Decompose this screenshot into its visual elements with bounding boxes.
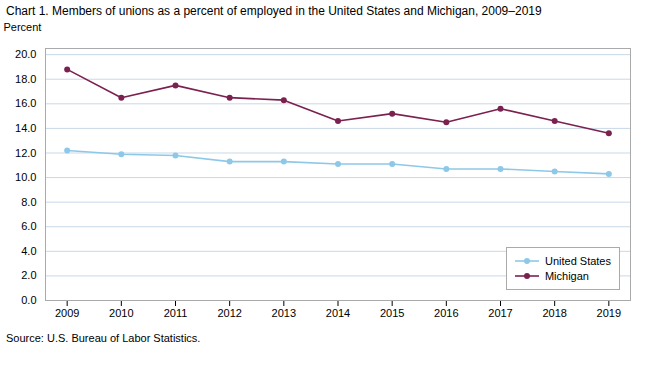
svg-text:2010: 2010 [109,307,133,319]
svg-text:2009: 2009 [55,307,79,319]
svg-text:2.0: 2.0 [21,269,36,281]
html-text:Source: U.S. Bureau of Labor S: Source: U.S. Bureau of Labor Statistics. [6,332,201,344]
svg-text:20.0: 20.0 [15,48,36,60]
svg-text:Percent: Percent [4,21,42,33]
html-text:United States: United States [545,255,611,267]
svg-text:10.0: 10.0 [15,171,36,183]
svg-text:18.0: 18.0 [15,73,36,85]
svg-text:2019: 2019 [597,307,621,319]
svg-text:2012: 2012 [217,307,241,319]
svg-text:12.0: 12.0 [15,147,36,159]
svg-text:14.0: 14.0 [15,122,36,134]
svg-text:2018: 2018 [542,307,566,319]
svg-text:2016: 2016 [434,307,458,319]
svg-text:2015: 2015 [380,307,404,319]
svg-text:8.0: 8.0 [21,196,36,208]
html-text:Chart 1. Members of unions as: Chart 1. Members of unions as a percent … [6,4,542,18]
svg-text:4.0: 4.0 [21,245,36,257]
svg-text:2017: 2017 [488,307,512,319]
svg-text:2013: 2013 [272,307,296,319]
svg-text:2014: 2014 [326,307,350,319]
svg-text:0.0: 0.0 [21,294,36,306]
svg-text:16.0: 16.0 [15,97,36,109]
html-text:Michigan: Michigan [545,270,589,282]
svg-text:6.0: 6.0 [21,220,36,232]
svg-text:2011: 2011 [164,307,188,319]
